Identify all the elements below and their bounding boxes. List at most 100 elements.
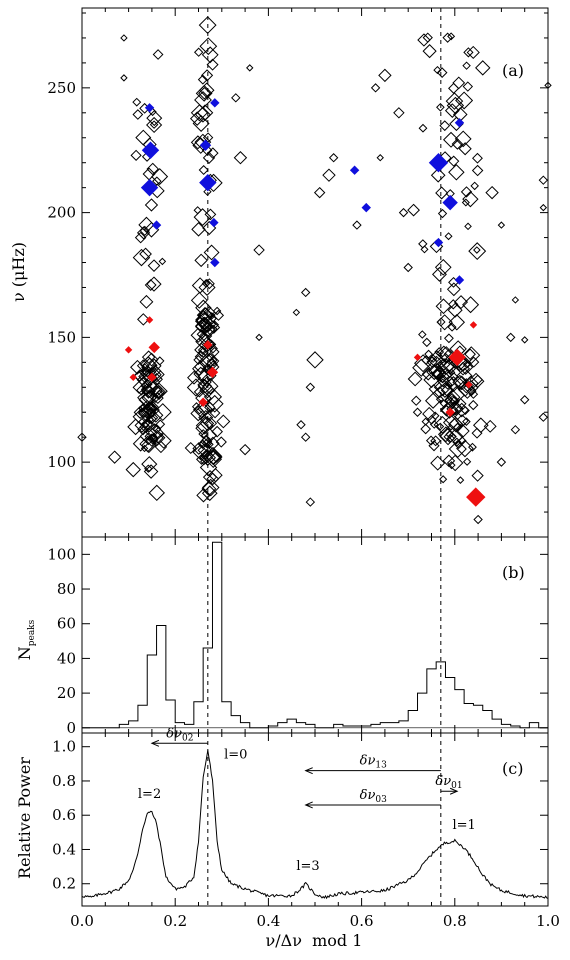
open-diamond-marker [462,346,481,365]
open-diamond-marker [471,374,485,388]
open-diamond-marker [132,248,151,267]
open-diamond-marker [412,358,431,377]
open-diamond-marker [425,435,437,446]
blue-filled-diamond [210,98,220,108]
open-diamond-marker [136,384,147,396]
open-diamond-marker [199,382,216,399]
open-diamond-marker [440,383,455,398]
open-diamond-marker [197,345,207,355]
open-diamond-marker [461,198,470,207]
open-diamond-marker [200,448,214,463]
open-diamond-marker [468,442,477,452]
open-diamond-marker [442,32,453,43]
open-diamond-marker [202,151,216,164]
histogram-bar [380,723,389,728]
open-diamond-marker [201,376,212,388]
histogram-bar [212,542,221,728]
open-diamond-marker [197,401,213,417]
open-diamond-marker [190,104,209,122]
open-diamond-marker [187,370,201,385]
open-diamond-marker [77,432,87,442]
open-diamond-marker [454,402,470,418]
open-diamond-marker [458,359,474,375]
open-diamond-marker [496,457,507,467]
panel-b-label: (b) [502,563,525,582]
open-diamond-marker [206,436,220,451]
open-diamond-marker [136,226,151,240]
open-diamond-marker [439,399,448,408]
histogram-bar [371,724,380,727]
red-filled-diamond [203,340,213,350]
red-filled-diamond [469,321,478,329]
arrowhead-1 [304,767,313,775]
open-diamond-marker [448,299,459,310]
open-diamond-marker [194,253,208,268]
open-diamond-marker [202,377,219,395]
open-diamond-marker [462,296,480,314]
open-diamond-marker [233,151,248,165]
open-diamond-marker [141,390,157,406]
open-diamond-marker [468,399,479,411]
open-diamond-marker [420,423,432,435]
open-diamond-marker [447,368,456,377]
blue-filled-diamond [199,139,212,151]
open-diamond-marker [444,232,453,241]
open-diamond-marker [417,33,431,47]
open-diamond-marker [145,407,154,416]
open-diamond-marker [305,497,316,507]
red-filled-diamond [147,372,157,383]
open-diamond-marker [200,69,214,82]
open-diamond-marker [328,153,339,163]
spacing-label-2: δν03 [360,788,387,805]
open-diamond-marker [141,456,158,473]
open-diamond-marker [193,208,212,227]
open-diamond-marker [132,380,146,394]
open-diamond-marker [437,208,448,219]
open-diamond-marker [139,294,154,309]
open-diamond-marker [305,382,316,392]
open-diamond-marker [440,352,452,364]
open-diamond-marker [151,168,169,186]
open-diamond-marker [193,354,204,365]
open-diamond-marker [146,110,163,127]
open-diamond-marker [239,443,251,456]
open-diamond-marker [435,395,444,404]
red-filled-diamond [448,348,466,367]
open-diamond-marker [209,407,221,419]
open-diamond-marker [184,441,197,455]
open-diamond-marker [422,44,437,59]
red-filled-diamond [465,381,473,389]
open-diamond-marker [158,257,167,266]
open-diamond-marker [195,84,213,102]
open-diamond-marker [193,206,202,215]
open-diamond-marker [471,469,484,482]
open-diamond-marker [456,367,473,384]
open-diamond-marker [246,64,254,72]
open-diamond-marker [141,418,156,433]
open-diamond-marker [520,336,529,344]
open-diamond-marker [442,414,460,431]
open-diamond-marker [215,436,227,448]
open-diamond-marker [407,203,420,217]
open-diamond-marker [145,415,155,425]
open-diamond-marker [145,433,159,447]
c-xtick-label-4: 0.8 [443,912,467,930]
open-diamond-marker [352,220,362,230]
panel-c-frame [81,732,549,907]
open-diamond-marker [436,67,448,78]
open-diamond-marker [130,359,145,375]
panel-a-label: (a) [502,61,524,80]
open-diamond-marker [426,356,438,368]
spacing-label-0: δν02 [166,726,193,743]
open-diamond-marker [378,68,392,83]
c-ytick-label-2: 0.6 [52,806,76,824]
open-diamond-marker [195,299,212,316]
open-diamond-marker [430,435,442,447]
spacing-label-subscript: 01 [451,781,462,791]
open-diamond-marker [300,287,311,298]
panel-b-ylabel-text: Npeaks [15,619,37,660]
open-diamond-marker [434,258,452,276]
open-diamond-marker [198,16,217,35]
open-diamond-marker [231,93,241,103]
